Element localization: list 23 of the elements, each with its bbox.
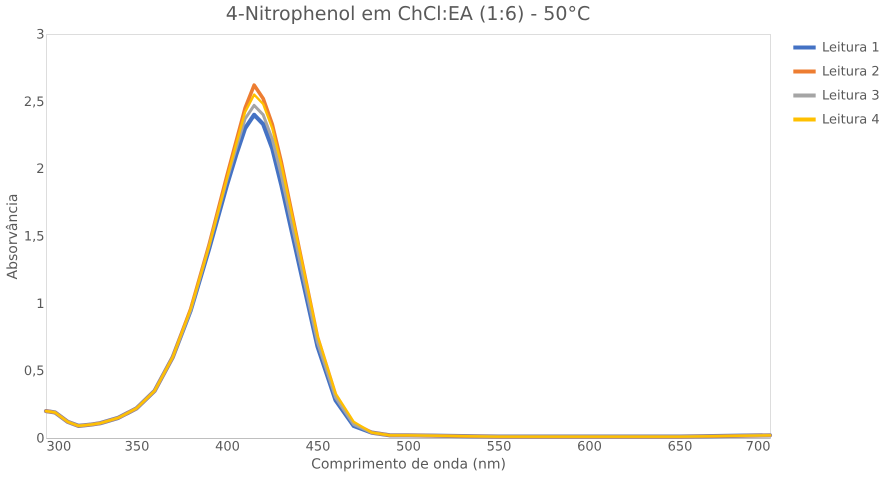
legend-label: Leitura 4 bbox=[822, 112, 880, 128]
y-tick-label: 2,5 bbox=[24, 94, 44, 110]
legend-label: Leitura 1 bbox=[822, 40, 880, 56]
x-axis-title: Comprimento de onda (nm) bbox=[311, 456, 506, 472]
y-tick-label: 2 bbox=[36, 162, 44, 178]
x-tick-label: 600 bbox=[577, 440, 602, 454]
chart-title: 4-Nitrophenol em ChCl:EA (1:6) - 50°C bbox=[226, 3, 590, 25]
x-tick-label: 550 bbox=[486, 440, 512, 454]
x-tick-label: 400 bbox=[215, 440, 240, 454]
y-tick-label: 1 bbox=[36, 296, 44, 312]
x-tick-label: 350 bbox=[124, 440, 150, 454]
x-tick-label: 650 bbox=[668, 440, 692, 454]
x-tick-label: 450 bbox=[306, 440, 330, 454]
legend-label: Leitura 3 bbox=[822, 88, 880, 104]
x-tick-label: 500 bbox=[396, 440, 421, 454]
y-axis-title: Absorvância bbox=[4, 194, 21, 280]
x-tick-label: 300 bbox=[46, 440, 72, 454]
x-tick-label: 700 bbox=[746, 440, 770, 454]
legend-label: Leitura 2 bbox=[822, 64, 880, 80]
y-tick-label: 3 bbox=[36, 28, 44, 42]
y-tick-label: 1,5 bbox=[24, 230, 44, 244]
y-tick-label: 0,5 bbox=[24, 364, 44, 380]
y-tick-label: 0 bbox=[36, 432, 44, 446]
